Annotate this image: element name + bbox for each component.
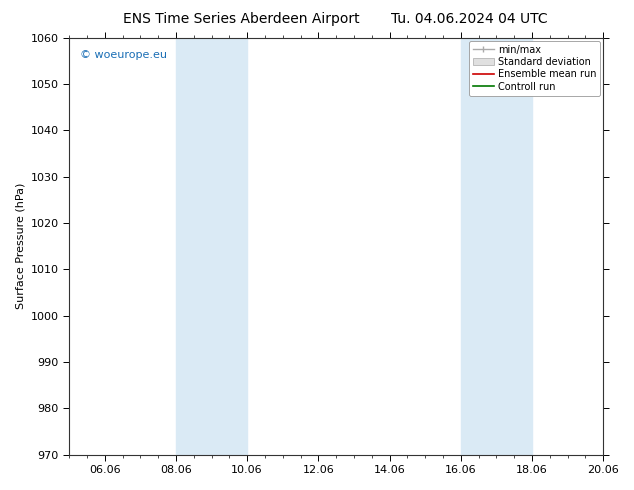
Bar xyxy=(176,38,247,455)
Text: ENS Time Series Aberdeen Airport: ENS Time Series Aberdeen Airport xyxy=(122,12,359,26)
Y-axis label: Surface Pressure (hPa): Surface Pressure (hPa) xyxy=(15,183,25,309)
Legend: min/max, Standard deviation, Ensemble mean run, Controll run: min/max, Standard deviation, Ensemble me… xyxy=(469,41,600,96)
Text: © woeurope.eu: © woeurope.eu xyxy=(80,50,167,60)
Bar xyxy=(461,38,532,455)
Text: Tu. 04.06.2024 04 UTC: Tu. 04.06.2024 04 UTC xyxy=(391,12,548,26)
